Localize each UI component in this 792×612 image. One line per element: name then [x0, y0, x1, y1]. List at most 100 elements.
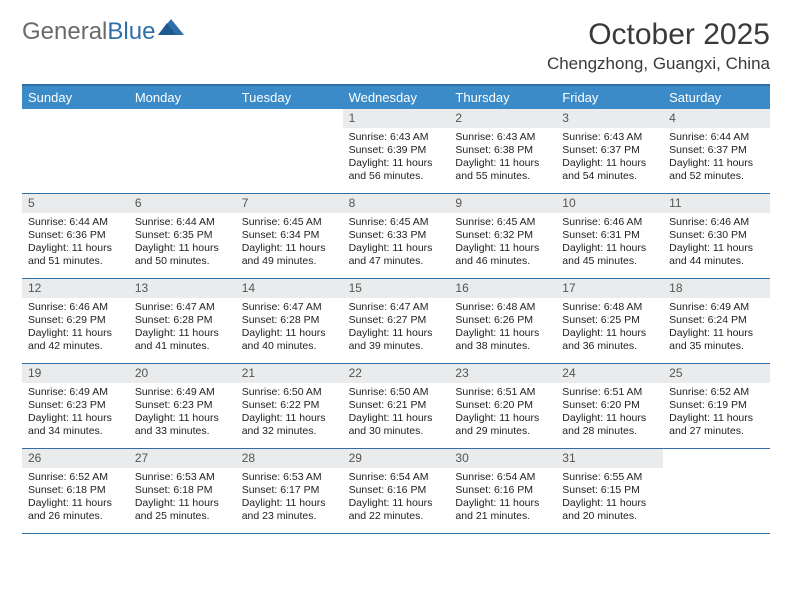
- week-row: ...1Sunrise: 6:43 AMSunset: 6:39 PMDayli…: [22, 109, 770, 194]
- sunset-line: Sunset: 6:30 PM: [669, 229, 764, 242]
- day-number: 21: [236, 364, 343, 383]
- day-body: Sunrise: 6:46 AMSunset: 6:29 PMDaylight:…: [22, 298, 129, 358]
- day-number: 8: [343, 194, 450, 213]
- sunset-line: Sunset: 6:34 PM: [242, 229, 337, 242]
- sunset-line: Sunset: 6:16 PM: [349, 484, 444, 497]
- day-body: Sunrise: 6:45 AMSunset: 6:32 PMDaylight:…: [449, 213, 556, 273]
- daylight-line: Daylight: 11 hours and 52 minutes.: [669, 157, 764, 183]
- sunset-line: Sunset: 6:37 PM: [669, 144, 764, 157]
- day-number: 22: [343, 364, 450, 383]
- day-number: 3: [556, 109, 663, 128]
- day-cell: 6Sunrise: 6:44 AMSunset: 6:35 PMDaylight…: [129, 194, 236, 278]
- daylight-line: Daylight: 11 hours and 33 minutes.: [135, 412, 230, 438]
- day-body: Sunrise: 6:55 AMSunset: 6:15 PMDaylight:…: [556, 468, 663, 528]
- day-body: Sunrise: 6:48 AMSunset: 6:25 PMDaylight:…: [556, 298, 663, 358]
- day-body: Sunrise: 6:44 AMSunset: 6:36 PMDaylight:…: [22, 213, 129, 273]
- day-cell: 22Sunrise: 6:50 AMSunset: 6:21 PMDayligh…: [343, 364, 450, 448]
- sunrise-line: Sunrise: 6:48 AM: [562, 301, 657, 314]
- day-number: 29: [343, 449, 450, 468]
- weekday-header: Friday: [556, 86, 663, 109]
- day-body: Sunrise: 6:49 AMSunset: 6:23 PMDaylight:…: [22, 383, 129, 443]
- day-body: Sunrise: 6:51 AMSunset: 6:20 PMDaylight:…: [556, 383, 663, 443]
- title-block: October 2025 Chengzhong, Guangxi, China: [547, 18, 770, 74]
- day-cell: 23Sunrise: 6:51 AMSunset: 6:20 PMDayligh…: [449, 364, 556, 448]
- day-cell: 4Sunrise: 6:44 AMSunset: 6:37 PMDaylight…: [663, 109, 770, 193]
- sunrise-line: Sunrise: 6:43 AM: [349, 131, 444, 144]
- sunrise-line: Sunrise: 6:46 AM: [669, 216, 764, 229]
- day-cell: 27Sunrise: 6:53 AMSunset: 6:18 PMDayligh…: [129, 449, 236, 533]
- day-cell: .: [236, 109, 343, 193]
- day-number: 30: [449, 449, 556, 468]
- weekday-header: Saturday: [663, 86, 770, 109]
- day-body: Sunrise: 6:47 AMSunset: 6:28 PMDaylight:…: [236, 298, 343, 358]
- day-number: 17: [556, 279, 663, 298]
- day-number: 2: [449, 109, 556, 128]
- weeks-container: ...1Sunrise: 6:43 AMSunset: 6:39 PMDayli…: [22, 109, 770, 534]
- sunrise-line: Sunrise: 6:45 AM: [242, 216, 337, 229]
- sunrise-line: Sunrise: 6:51 AM: [455, 386, 550, 399]
- daylight-line: Daylight: 11 hours and 45 minutes.: [562, 242, 657, 268]
- sunrise-line: Sunrise: 6:45 AM: [349, 216, 444, 229]
- sunset-line: Sunset: 6:23 PM: [28, 399, 123, 412]
- day-number: 10: [556, 194, 663, 213]
- week-row: 26Sunrise: 6:52 AMSunset: 6:18 PMDayligh…: [22, 449, 770, 534]
- sunrise-line: Sunrise: 6:53 AM: [242, 471, 337, 484]
- sunset-line: Sunset: 6:26 PM: [455, 314, 550, 327]
- week-row: 5Sunrise: 6:44 AMSunset: 6:36 PMDaylight…: [22, 194, 770, 279]
- sunrise-line: Sunrise: 6:50 AM: [242, 386, 337, 399]
- weekday-header: Wednesday: [343, 86, 450, 109]
- day-cell: 5Sunrise: 6:44 AMSunset: 6:36 PMDaylight…: [22, 194, 129, 278]
- sunset-line: Sunset: 6:23 PM: [135, 399, 230, 412]
- day-body: Sunrise: 6:50 AMSunset: 6:22 PMDaylight:…: [236, 383, 343, 443]
- sunset-line: Sunset: 6:27 PM: [349, 314, 444, 327]
- day-cell: 12Sunrise: 6:46 AMSunset: 6:29 PMDayligh…: [22, 279, 129, 363]
- sunset-line: Sunset: 6:35 PM: [135, 229, 230, 242]
- daylight-line: Daylight: 11 hours and 26 minutes.: [28, 497, 123, 523]
- sunset-line: Sunset: 6:29 PM: [28, 314, 123, 327]
- header: GeneralBlue October 2025 Chengzhong, Gua…: [22, 18, 770, 74]
- day-number: 18: [663, 279, 770, 298]
- weekday-header: Sunday: [22, 86, 129, 109]
- day-body: Sunrise: 6:53 AMSunset: 6:17 PMDaylight:…: [236, 468, 343, 528]
- day-cell: .: [129, 109, 236, 193]
- sunset-line: Sunset: 6:39 PM: [349, 144, 444, 157]
- day-cell: 24Sunrise: 6:51 AMSunset: 6:20 PMDayligh…: [556, 364, 663, 448]
- sunset-line: Sunset: 6:17 PM: [242, 484, 337, 497]
- daylight-line: Daylight: 11 hours and 29 minutes.: [455, 412, 550, 438]
- sunset-line: Sunset: 6:36 PM: [28, 229, 123, 242]
- day-body: Sunrise: 6:45 AMSunset: 6:33 PMDaylight:…: [343, 213, 450, 273]
- daylight-line: Daylight: 11 hours and 23 minutes.: [242, 497, 337, 523]
- sunset-line: Sunset: 6:33 PM: [349, 229, 444, 242]
- sunset-line: Sunset: 6:25 PM: [562, 314, 657, 327]
- daylight-line: Daylight: 11 hours and 30 minutes.: [349, 412, 444, 438]
- daylight-line: Daylight: 11 hours and 47 minutes.: [349, 242, 444, 268]
- sunrise-line: Sunrise: 6:50 AM: [349, 386, 444, 399]
- sunrise-line: Sunrise: 6:47 AM: [242, 301, 337, 314]
- day-cell: 11Sunrise: 6:46 AMSunset: 6:30 PMDayligh…: [663, 194, 770, 278]
- daylight-line: Daylight: 11 hours and 50 minutes.: [135, 242, 230, 268]
- daylight-line: Daylight: 11 hours and 56 minutes.: [349, 157, 444, 183]
- daylight-line: Daylight: 11 hours and 28 minutes.: [562, 412, 657, 438]
- day-number: 14: [236, 279, 343, 298]
- logo-mark-icon: [158, 14, 184, 42]
- day-cell: 25Sunrise: 6:52 AMSunset: 6:19 PMDayligh…: [663, 364, 770, 448]
- day-number: 20: [129, 364, 236, 383]
- day-body: Sunrise: 6:46 AMSunset: 6:31 PMDaylight:…: [556, 213, 663, 273]
- day-body: Sunrise: 6:52 AMSunset: 6:19 PMDaylight:…: [663, 383, 770, 443]
- daylight-line: Daylight: 11 hours and 21 minutes.: [455, 497, 550, 523]
- day-cell: 21Sunrise: 6:50 AMSunset: 6:22 PMDayligh…: [236, 364, 343, 448]
- daylight-line: Daylight: 11 hours and 32 minutes.: [242, 412, 337, 438]
- day-cell: .: [663, 449, 770, 533]
- day-number: 5: [22, 194, 129, 213]
- day-number: 31: [556, 449, 663, 468]
- day-body: Sunrise: 6:53 AMSunset: 6:18 PMDaylight:…: [129, 468, 236, 528]
- day-cell: 29Sunrise: 6:54 AMSunset: 6:16 PMDayligh…: [343, 449, 450, 533]
- day-body: Sunrise: 6:47 AMSunset: 6:28 PMDaylight:…: [129, 298, 236, 358]
- day-body: Sunrise: 6:44 AMSunset: 6:35 PMDaylight:…: [129, 213, 236, 273]
- sunset-line: Sunset: 6:19 PM: [669, 399, 764, 412]
- day-body: Sunrise: 6:50 AMSunset: 6:21 PMDaylight:…: [343, 383, 450, 443]
- daylight-line: Daylight: 11 hours and 36 minutes.: [562, 327, 657, 353]
- daylight-line: Daylight: 11 hours and 55 minutes.: [455, 157, 550, 183]
- sunset-line: Sunset: 6:24 PM: [669, 314, 764, 327]
- day-cell: 1Sunrise: 6:43 AMSunset: 6:39 PMDaylight…: [343, 109, 450, 193]
